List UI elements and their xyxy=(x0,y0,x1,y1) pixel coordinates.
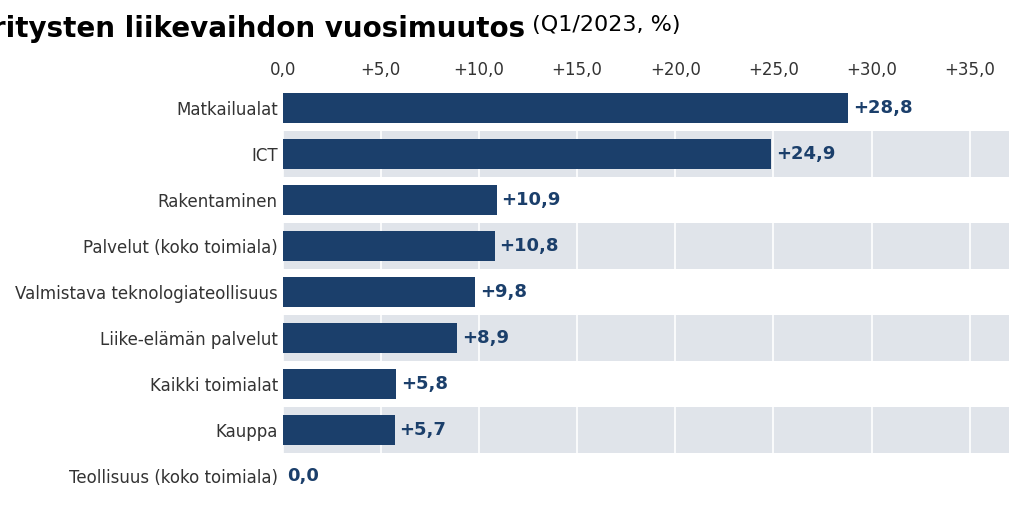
Bar xyxy=(283,177,1009,223)
Bar xyxy=(283,223,1009,269)
Bar xyxy=(283,415,394,445)
Bar xyxy=(283,361,1009,407)
Text: +10,9: +10,9 xyxy=(502,191,561,209)
Text: +28,8: +28,8 xyxy=(853,99,912,117)
Bar xyxy=(283,231,495,261)
Text: +5,8: +5,8 xyxy=(401,375,449,393)
Text: Varsinais-Suomen yritysten liikevaihdon vuosimuutos: Varsinais-Suomen yritysten liikevaihdon … xyxy=(0,15,524,43)
Text: +10,8: +10,8 xyxy=(500,237,559,255)
Bar xyxy=(283,185,497,215)
Text: (Q1/2023, %): (Q1/2023, %) xyxy=(524,15,680,35)
Text: 0,0: 0,0 xyxy=(288,467,319,485)
Text: +9,8: +9,8 xyxy=(480,283,527,301)
Bar xyxy=(283,131,1009,177)
Bar xyxy=(283,85,1009,131)
Text: +5,7: +5,7 xyxy=(399,421,446,439)
Bar xyxy=(283,277,475,307)
Bar xyxy=(283,453,1009,499)
Bar xyxy=(283,139,771,169)
Bar xyxy=(283,315,1009,361)
Text: +24,9: +24,9 xyxy=(776,145,836,163)
Bar xyxy=(283,369,396,399)
Bar xyxy=(283,323,458,353)
Bar xyxy=(283,407,1009,453)
Bar xyxy=(283,93,848,123)
Text: +8,9: +8,9 xyxy=(462,329,509,347)
Bar xyxy=(283,269,1009,315)
